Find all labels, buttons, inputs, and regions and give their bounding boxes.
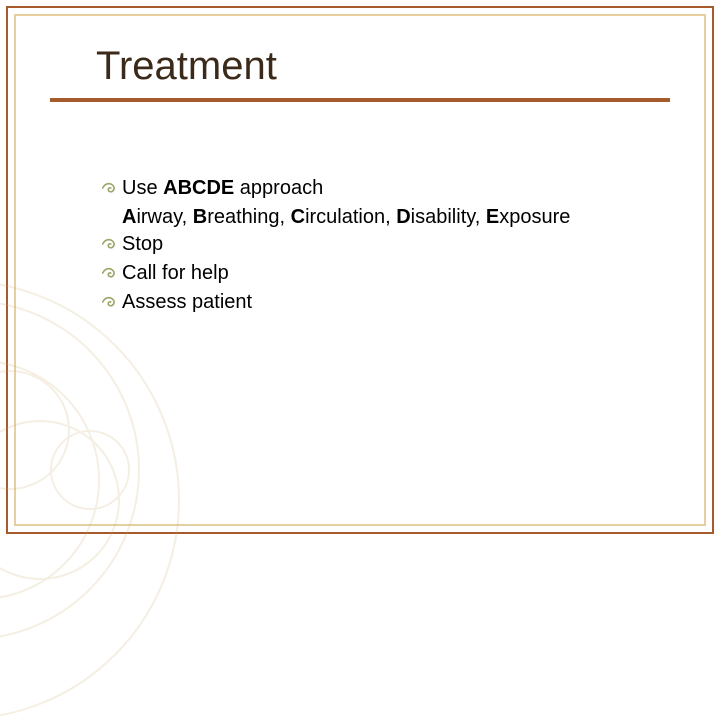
bullet-icon bbox=[100, 234, 118, 254]
slide-title: Treatment bbox=[96, 44, 277, 89]
text-segment: irway, bbox=[136, 206, 192, 228]
text-segment: xposure bbox=[499, 206, 570, 228]
bullet-item: Stop bbox=[100, 231, 690, 258]
bullet-icon bbox=[100, 292, 118, 312]
text-segment: Use bbox=[122, 177, 163, 199]
content-area: Use ABCDE approachAirway, Breathing, Cir… bbox=[100, 175, 690, 318]
bullet-text: Stop bbox=[122, 231, 163, 258]
text-segment: B bbox=[193, 206, 207, 228]
text-segment: ABCDE bbox=[163, 177, 234, 199]
text-segment: C bbox=[291, 206, 305, 228]
bullet-subtext: Airway, Breathing, Circulation, Disabili… bbox=[122, 204, 690, 231]
bullet-text: Call for help bbox=[122, 260, 229, 287]
bullet-icon bbox=[100, 263, 118, 283]
bullet-text: Use ABCDE approach bbox=[122, 175, 323, 202]
text-segment: D bbox=[396, 206, 410, 228]
bullet-text: Assess patient bbox=[122, 289, 252, 316]
text-segment: Call for help bbox=[122, 262, 229, 284]
text-segment: Assess patient bbox=[122, 291, 252, 313]
bullet-item: Call for help bbox=[100, 260, 690, 287]
bullet-item: Use ABCDE approach bbox=[100, 175, 690, 202]
text-segment: approach bbox=[234, 177, 323, 199]
text-segment: Stop bbox=[122, 233, 163, 255]
text-segment: reathing, bbox=[207, 206, 290, 228]
title-underline bbox=[50, 98, 670, 102]
text-segment: E bbox=[486, 206, 499, 228]
text-segment: isability, bbox=[411, 206, 486, 228]
text-segment: irculation, bbox=[305, 206, 396, 228]
bullet-item: Assess patient bbox=[100, 289, 690, 316]
text-segment: A bbox=[122, 206, 136, 228]
bullet-icon bbox=[100, 178, 118, 198]
